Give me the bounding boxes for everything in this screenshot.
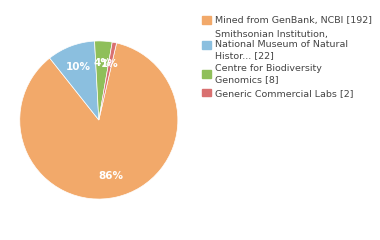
Legend: Mined from GenBank, NCBI [192], Smithsonian Institution,
National Museum of Natu: Mined from GenBank, NCBI [192], Smithson… — [202, 16, 372, 98]
Text: 4%: 4% — [93, 58, 111, 68]
Wedge shape — [99, 42, 117, 120]
Wedge shape — [20, 43, 178, 199]
Text: 10%: 10% — [66, 62, 91, 72]
Text: 86%: 86% — [99, 170, 124, 180]
Wedge shape — [50, 41, 99, 120]
Text: 1%: 1% — [101, 59, 119, 69]
Wedge shape — [95, 41, 112, 120]
